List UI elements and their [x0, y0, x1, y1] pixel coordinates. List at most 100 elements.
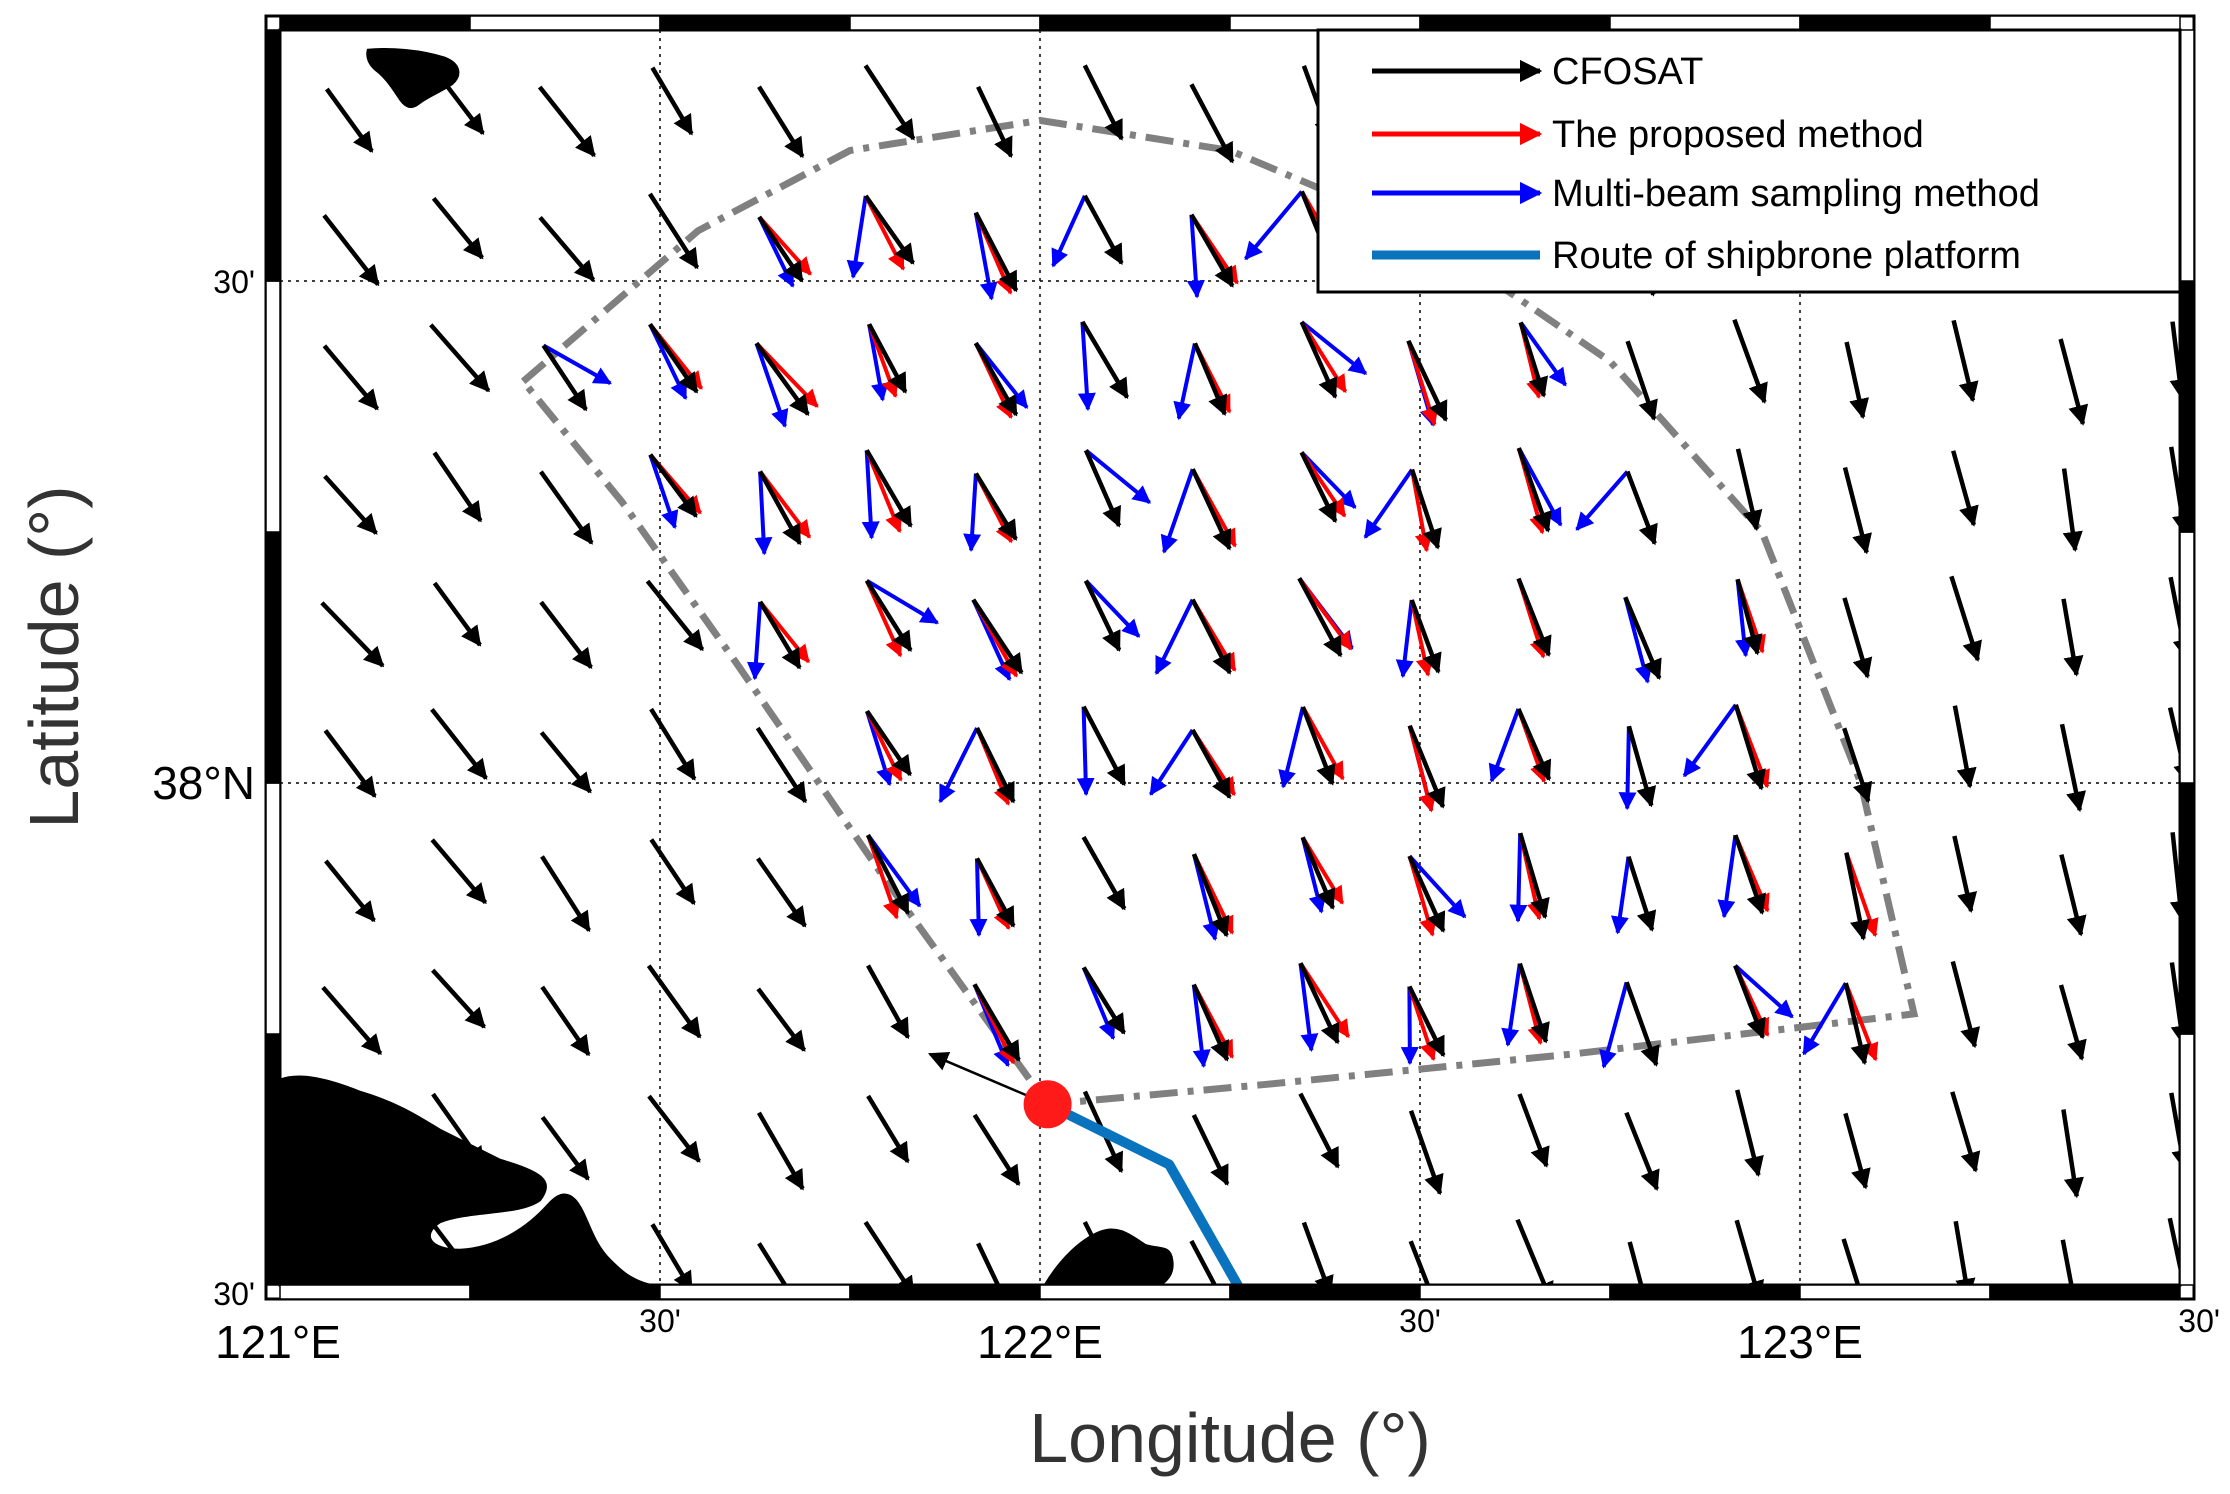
cfosat-arrow	[1081, 966, 1126, 1035]
cfosat-arrow	[1409, 468, 1442, 550]
wind-vector-field	[320, 61, 2180, 1285]
frame-segment	[2179, 531, 2195, 784]
multibeam-arrow	[1191, 984, 1211, 1068]
cfosat-arrow	[1191, 1114, 1230, 1186]
cfosat-arrow	[1409, 599, 1442, 674]
multibeam-arrow	[1395, 599, 1414, 679]
multibeam-arrow	[754, 471, 773, 556]
cfosat-arrow	[2169, 962, 2180, 1047]
cfosat-arrow	[1735, 578, 1763, 656]
cfosat-arrow	[1301, 1221, 1334, 1285]
cfosat-arrow	[323, 729, 377, 798]
cfosat-arrow	[2059, 854, 2087, 937]
cfosat-arrow	[537, 85, 596, 158]
cfosat-arrow	[1626, 725, 1657, 808]
multibeam-arrow	[1278, 706, 1305, 789]
cfosat-arrow	[1625, 340, 1658, 421]
frame-segment	[279, 15, 471, 31]
cfosat-arrow	[539, 600, 593, 670]
cfosat-arrow	[756, 987, 807, 1052]
cfosat-arrow	[1408, 1109, 1444, 1196]
cfosat-arrow	[1624, 1111, 1660, 1191]
cfosat-arrow	[1843, 982, 1871, 1066]
cfosat-arrow	[758, 600, 802, 670]
cfosat-arrow	[1517, 962, 1550, 1044]
cfosat-arrow	[757, 85, 805, 159]
frame-segment	[1989, 15, 2181, 31]
multibeam-arrow	[969, 858, 988, 937]
cfosat-arrow	[2059, 723, 2087, 813]
cfosat-arrow	[2169, 1092, 2180, 1171]
cfosat-arrow	[2061, 1109, 2084, 1199]
cfosat-arrow	[1951, 319, 1979, 403]
multibeam-arrow	[1802, 982, 1848, 1056]
x-tick-labels: 121°E 30' 122°E 30' 123°E 30'	[215, 1303, 2220, 1368]
multibeam-arrow	[1509, 833, 1528, 923]
frame-segment	[1229, 15, 1421, 31]
cfosat-arrow	[863, 1220, 915, 1285]
frame-segment	[265, 1033, 281, 1286]
multibeam-arrow	[1733, 964, 1794, 1019]
cfosat-arrow	[758, 470, 802, 546]
cfosat-arrow	[1949, 575, 1982, 662]
cfosat-arrow	[432, 451, 483, 523]
multibeam-arrow	[867, 323, 889, 402]
cfosat-arrow	[754, 341, 810, 416]
cfosat-arrow	[2058, 984, 2087, 1061]
cfosat-arrow	[1841, 1238, 1861, 1285]
x-tick-label: 30'	[1399, 1303, 1441, 1339]
multibeam-arrow	[746, 601, 765, 681]
multibeam-arrow	[1618, 726, 1637, 811]
frame-segment	[659, 15, 851, 31]
multibeam-arrow	[1186, 214, 1205, 299]
multibeam-arrow	[1400, 986, 1419, 1066]
frame-segment	[1039, 15, 1231, 31]
cfosat-arrow	[972, 1113, 1021, 1187]
multibeam-arrow	[963, 473, 982, 552]
cfosat-arrow	[540, 1115, 590, 1181]
cfosat-arrow	[1733, 704, 1766, 791]
x-tick-label: 30'	[639, 1303, 681, 1339]
cfosat-arrow	[649, 707, 697, 781]
frame-segment	[1609, 1284, 1801, 1300]
multibeam-arrow	[1244, 190, 1304, 261]
cfosat-arrow	[1083, 449, 1122, 528]
cfosat-arrow	[322, 344, 380, 411]
cfosat-arrow	[1516, 708, 1552, 782]
observation-boundary	[520, 116, 1919, 1108]
cfosat-arrow	[645, 579, 705, 652]
cfosat-arrow	[324, 859, 376, 923]
cfosat-arrow	[541, 344, 588, 412]
cfosat-arrow	[321, 985, 383, 1056]
cfosat-arrow	[648, 453, 699, 518]
multibeam-arrow	[1160, 468, 1195, 554]
cfosat-arrow	[1300, 706, 1336, 786]
cfosat-arrow	[431, 196, 484, 260]
multibeam-arrow	[1363, 468, 1414, 539]
multibeam-arrow	[1501, 963, 1522, 1047]
multibeam-arrow	[1408, 854, 1467, 919]
y-tick-labels: 30' 38°N 30'	[152, 264, 255, 1312]
land-southwest	[280, 1075, 651, 1285]
cfosat-arrow	[1627, 1241, 1644, 1285]
frame-segment	[1799, 15, 1991, 31]
cfosat-arrow	[1299, 451, 1338, 524]
y-tick-label: 30'	[213, 264, 255, 300]
legend-label-proposed: The proposed method	[1552, 114, 1924, 156]
frame-segment	[2179, 29, 2195, 282]
cfosat-arrow	[1406, 339, 1448, 422]
land-island-north	[366, 48, 460, 108]
cfosat-arrow	[649, 838, 696, 906]
cfosat-arrow	[1407, 985, 1446, 1058]
cfosat-arrow	[2061, 598, 2084, 677]
frame-segment	[265, 782, 281, 1035]
frame-segment	[1039, 1284, 1231, 1300]
cfosat-arrow	[1733, 964, 1766, 1040]
cfosat-arrow	[1407, 724, 1446, 809]
cfosat-arrow	[321, 1116, 382, 1180]
cfosat-arrow	[1952, 835, 1978, 913]
legend-label-multibeam: Multi-beam sampling method	[1552, 173, 2040, 215]
cfosat-arrow	[1843, 1112, 1871, 1190]
cfosat-arrow	[2058, 338, 2089, 426]
